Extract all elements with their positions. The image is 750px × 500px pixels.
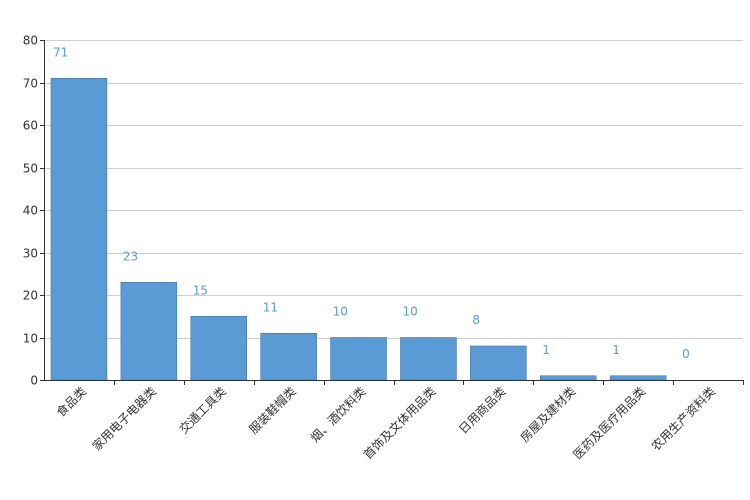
x-tick-label: 食品类 (53, 384, 89, 420)
bar (330, 337, 387, 381)
data-label: 71 (53, 45, 68, 59)
bar (470, 345, 527, 381)
data-label: 23 (123, 249, 138, 263)
x-tick-label: 服装鞋帽类 (246, 384, 299, 437)
y-tick-label: 80 (23, 34, 38, 48)
y-tick-label: 70 (23, 77, 38, 91)
data-label: 11 (263, 300, 278, 314)
x-tick-label: 医药及医疗用品类 (570, 384, 648, 462)
y-tick-label: 30 (23, 247, 38, 261)
data-label: 10 (402, 305, 417, 319)
bar (260, 332, 317, 381)
y-tick-label: 60 (23, 119, 38, 133)
x-tick-label: 首饰及文体用品类 (360, 384, 438, 462)
y-tick-label: 20 (23, 289, 38, 303)
x-tick-label: 家用电子电器类 (89, 384, 159, 454)
y-tick-label: 40 (23, 204, 38, 218)
bar (400, 337, 457, 381)
data-label: 1 (542, 343, 550, 357)
x-tick-label: 农用生产资料类 (649, 384, 718, 453)
y-tick-label: 10 (23, 332, 38, 346)
data-label: 1 (612, 343, 620, 357)
x-tick-label: 交通工具类 (176, 384, 229, 437)
y-tick-label: 0 (30, 374, 38, 388)
x-tick-label: 房屋及建材类 (517, 384, 579, 446)
data-label: 15 (193, 283, 208, 297)
data-label: 10 (333, 305, 348, 319)
x-tick-label: 烟、酒饮料类 (308, 384, 369, 445)
data-label: 8 (472, 313, 480, 327)
bar (609, 375, 667, 381)
bar (190, 315, 248, 381)
bar (539, 375, 597, 381)
bar-layer (50, 77, 667, 381)
bar (50, 77, 108, 381)
y-tick-label: 50 (23, 162, 38, 176)
x-tick-label: 日用商品类 (455, 384, 508, 437)
bar (120, 281, 178, 381)
data-label: 0 (682, 347, 690, 361)
